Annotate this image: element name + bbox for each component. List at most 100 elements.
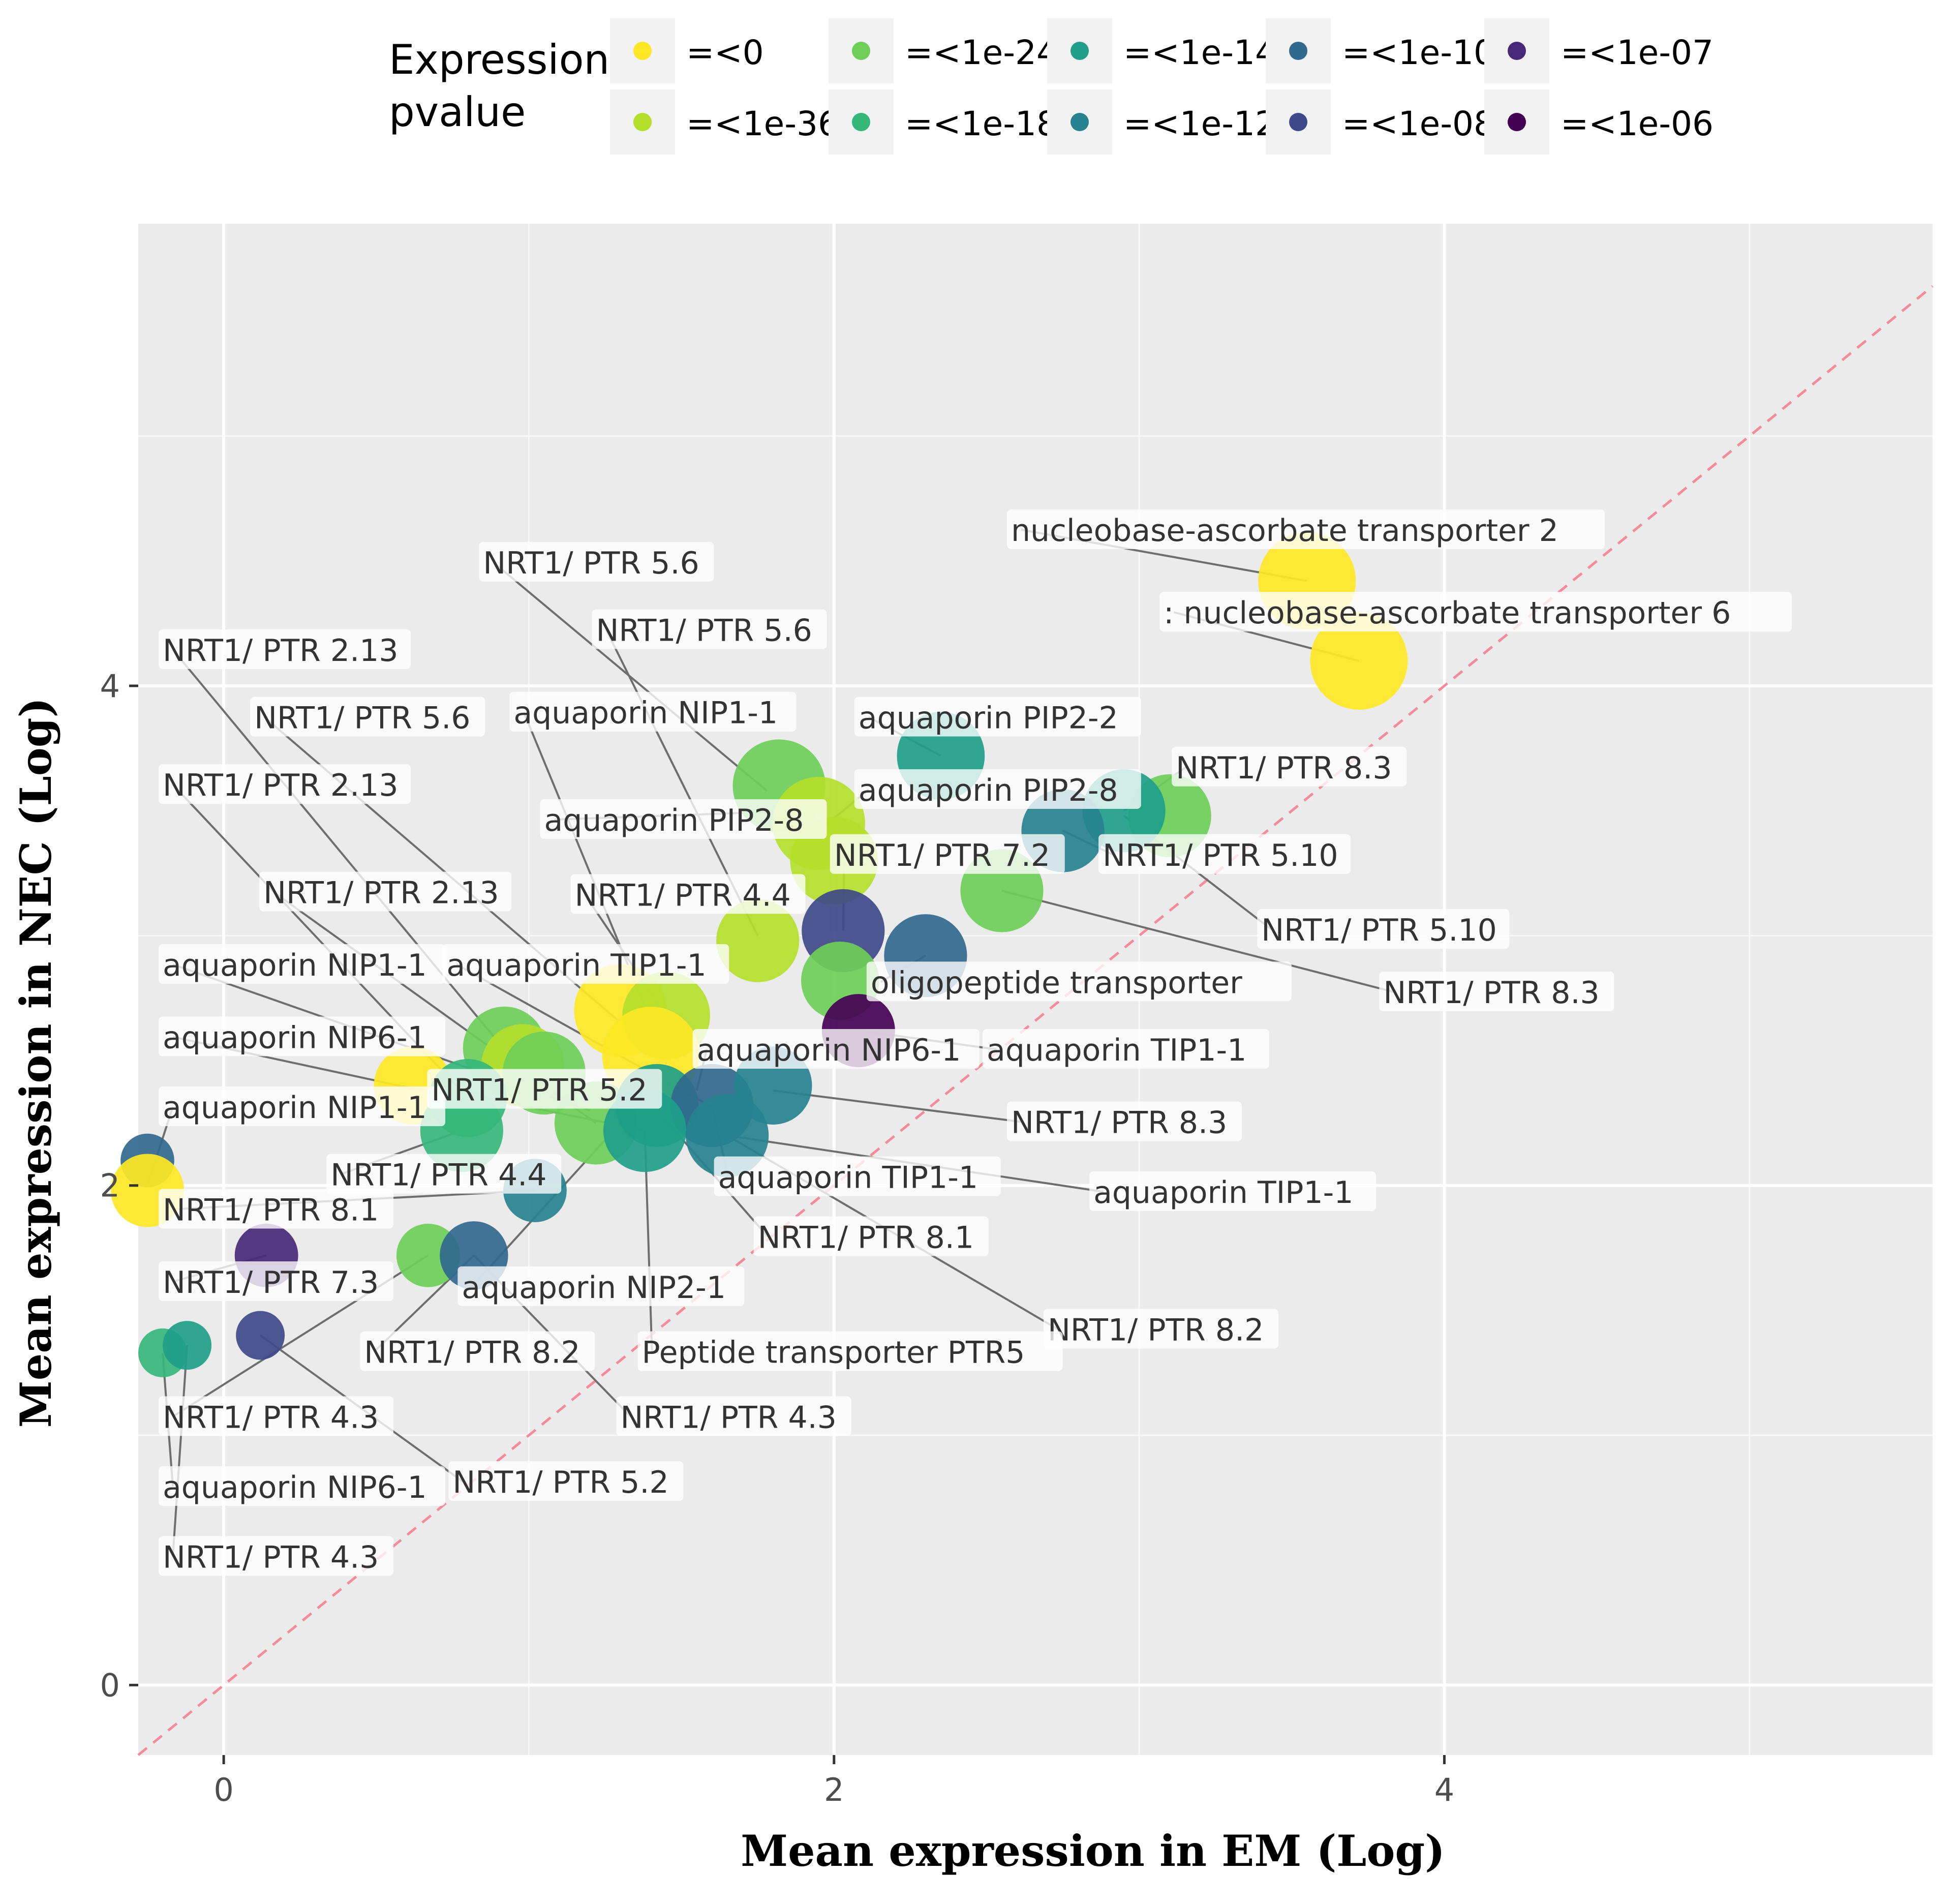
point-label-bg bbox=[360, 1331, 595, 1371]
point-label: NRT1/ PTR 8.2 bbox=[364, 1335, 580, 1371]
point-label: NRT1/ PTR 2.13 bbox=[163, 633, 399, 669]
point-label: NRT1/ PTR 4.4 bbox=[330, 1158, 546, 1193]
point-label-bg bbox=[1044, 1309, 1279, 1349]
legend-entry-label: =<1e-08 bbox=[1342, 104, 1495, 143]
legend-entry-label: =<1e-18 bbox=[905, 104, 1058, 143]
point-label-bg bbox=[250, 697, 485, 737]
point-label-bg bbox=[1006, 1101, 1242, 1141]
point-label: NRT1/ PTR 8.1 bbox=[163, 1193, 379, 1228]
point-label-bg bbox=[854, 697, 1141, 737]
legend-entry-label: =<1e-36 bbox=[686, 104, 839, 143]
point-label-bg bbox=[326, 1154, 562, 1194]
legend-title-line1: Expression bbox=[389, 36, 609, 83]
point-label: NRT1/ PTR 7.3 bbox=[163, 1265, 379, 1301]
point-label-bg bbox=[509, 691, 797, 732]
point-label-bg bbox=[1089, 1171, 1377, 1212]
label-connector bbox=[172, 649, 514, 1062]
point-label-bg bbox=[159, 1396, 394, 1436]
point-label-bg bbox=[159, 1466, 446, 1506]
point-label: NRT1/ PTR 8.1 bbox=[758, 1220, 974, 1256]
point-label: : nucleobase-ascorbate transporter 6 bbox=[1164, 595, 1731, 631]
point-label-bg bbox=[427, 1069, 662, 1109]
legend-key bbox=[1289, 113, 1307, 131]
x-axis-title: Mean expression in EM (Log) bbox=[741, 1826, 1445, 1876]
point-label-bg bbox=[540, 799, 827, 839]
point-label: NRT1/ PTR 5.10 bbox=[1261, 913, 1497, 948]
label-connector bbox=[773, 1090, 1022, 1123]
legend-entry-label: =<0 bbox=[686, 33, 764, 72]
data-point bbox=[603, 1089, 687, 1172]
point-label: NRT1/ PTR 4.4 bbox=[574, 878, 790, 913]
point-label-bg bbox=[1006, 509, 1605, 550]
point-label-bg bbox=[479, 541, 714, 582]
point-label: NRT1/ PTR 8.3 bbox=[1176, 750, 1392, 786]
y-tick-label: 4 bbox=[100, 668, 120, 705]
label-connector bbox=[1001, 889, 1394, 993]
point-label-bg bbox=[1257, 909, 1510, 949]
x-tick-label: 4 bbox=[1434, 1771, 1454, 1808]
point-label: NRT1/ PTR 2.13 bbox=[263, 875, 499, 911]
legend-title-line2: pvalue bbox=[389, 88, 526, 136]
point-label-bg bbox=[159, 1016, 446, 1056]
point-label-bg bbox=[982, 1029, 1269, 1069]
legend-key bbox=[1508, 42, 1526, 60]
point-label: NRT1/ PTR 2.13 bbox=[163, 768, 399, 803]
point-label-bg bbox=[570, 874, 806, 914]
legend-entry-label: =<1e-14 bbox=[1123, 33, 1276, 72]
point-label-bg bbox=[714, 1156, 1001, 1196]
point-label: NRT1/ PTR 4.3 bbox=[163, 1400, 379, 1435]
point-label-bg bbox=[159, 944, 446, 984]
point-label-bg bbox=[1159, 592, 1792, 632]
point-label: aquaporin TIP1-1 bbox=[987, 1033, 1246, 1068]
point-label-bg bbox=[159, 1086, 446, 1127]
legend-entry-label: =<1e-06 bbox=[1561, 104, 1714, 143]
point-label: nucleobase-ascorbate transporter 2 bbox=[1011, 513, 1558, 549]
point-label: NRT1/ PTR 5.6 bbox=[254, 701, 470, 736]
point-label: oligopeptide transporter bbox=[871, 965, 1242, 1001]
point-label-bg bbox=[692, 1029, 980, 1069]
point-label: aquaporin NIP1-1 bbox=[163, 948, 427, 983]
y-axis-title: Mean expression in NEC (Log) bbox=[11, 698, 61, 1428]
point-label-bg bbox=[616, 1396, 851, 1436]
point-label: NRT1/ PTR 8.3 bbox=[1383, 975, 1599, 1011]
point-label: aquaporin TIP1-1 bbox=[1093, 1175, 1353, 1211]
data-point bbox=[716, 899, 800, 982]
point-label: NRT1/ PTR 5.6 bbox=[596, 613, 812, 649]
legend-key bbox=[1071, 42, 1089, 60]
legend-key bbox=[852, 113, 870, 131]
point-label: aquaporin PIP2-2 bbox=[859, 701, 1118, 736]
legend-key bbox=[633, 113, 652, 131]
point-label-bg bbox=[753, 1216, 989, 1256]
y-tick-label: 2 bbox=[100, 1167, 120, 1204]
legend-entry-label: =<1e-12 bbox=[1123, 104, 1276, 143]
point-label-bg bbox=[1172, 746, 1407, 787]
point-label-bg bbox=[159, 1536, 394, 1576]
data-point bbox=[1310, 612, 1408, 710]
y-tick-label: 0 bbox=[100, 1667, 120, 1704]
point-label: NRT1/ PTR 8.3 bbox=[1011, 1105, 1227, 1141]
point-label-bg bbox=[1098, 834, 1351, 874]
x-tick-label: 0 bbox=[213, 1771, 233, 1808]
data-point bbox=[236, 1311, 285, 1360]
legend-key bbox=[1071, 113, 1089, 131]
point-label-bg bbox=[442, 944, 729, 984]
point-label: Peptide transporter PTR5 bbox=[642, 1335, 1025, 1371]
point-label-bg bbox=[1379, 972, 1614, 1012]
legend-key bbox=[852, 42, 870, 60]
label-connector bbox=[172, 1345, 189, 1557]
point-label: aquaporin NIP1-1 bbox=[513, 696, 778, 731]
point-label: NRT1/ PTR 5.10 bbox=[1103, 838, 1338, 873]
point-label: aquaporin NIP2-1 bbox=[462, 1270, 726, 1306]
point-label: NRT1/ PTR 5.2 bbox=[431, 1073, 647, 1108]
point-label-bg bbox=[159, 764, 411, 804]
legend-entry-label: =<1e-07 bbox=[1561, 33, 1714, 72]
point-label-bg bbox=[866, 961, 1292, 1002]
point-label: aquaporin TIP1-1 bbox=[718, 1160, 978, 1196]
legend-entry-label: =<1e-24 bbox=[905, 33, 1058, 72]
point-label: aquaporin NIP6-1 bbox=[697, 1033, 961, 1068]
point-label: NRT1/ PTR 4.3 bbox=[621, 1400, 837, 1435]
point-label-bg bbox=[259, 871, 512, 912]
point-label: aquaporin NIP6-1 bbox=[163, 1020, 427, 1055]
point-label: aquaporin NIP1-1 bbox=[163, 1090, 427, 1126]
